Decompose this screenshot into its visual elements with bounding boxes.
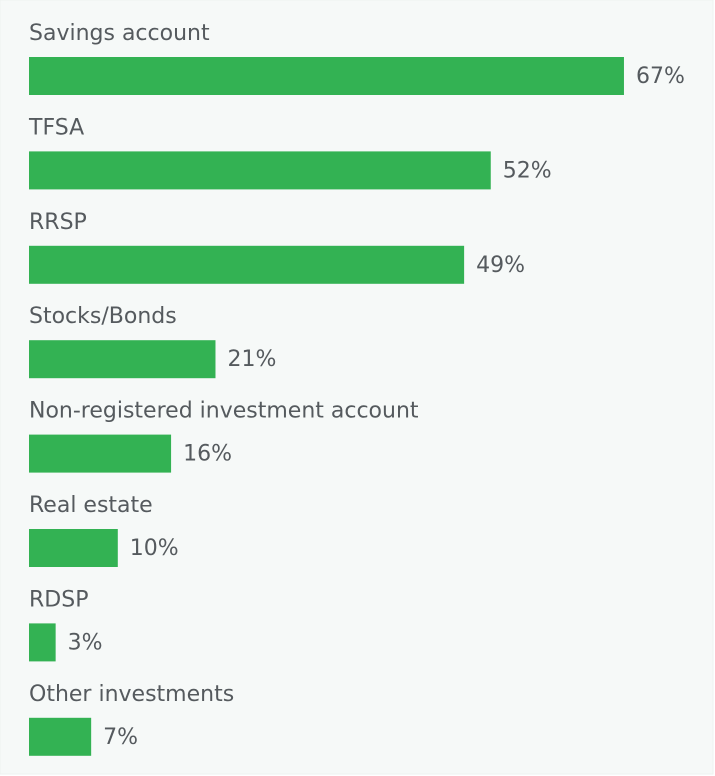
category-label: RDSP: [29, 587, 88, 612]
category-label: Real estate: [29, 493, 153, 518]
category-label: Other investments: [29, 682, 234, 707]
value-label: 67%: [636, 64, 685, 89]
value-label: 21%: [227, 347, 276, 372]
bar: [29, 340, 216, 379]
bar: [29, 434, 172, 473]
category-label: Non-registered investment account: [29, 399, 419, 424]
bar: [29, 151, 491, 190]
bar: [29, 529, 118, 567]
value-label: 7%: [103, 725, 138, 750]
value-label: 3%: [68, 630, 103, 655]
category-label: Savings account: [29, 21, 210, 46]
value-label: 10%: [130, 536, 179, 561]
value-label: 52%: [503, 158, 552, 183]
bar: [29, 57, 624, 95]
bar: [29, 717, 92, 756]
category-label: RRSP: [29, 210, 87, 235]
bar: [29, 623, 56, 662]
value-label: 49%: [476, 253, 525, 278]
bar: [29, 245, 465, 284]
value-label: 16%: [183, 442, 232, 467]
category-label: TFSA: [28, 115, 84, 140]
category-label: Stocks/Bonds: [29, 304, 177, 329]
